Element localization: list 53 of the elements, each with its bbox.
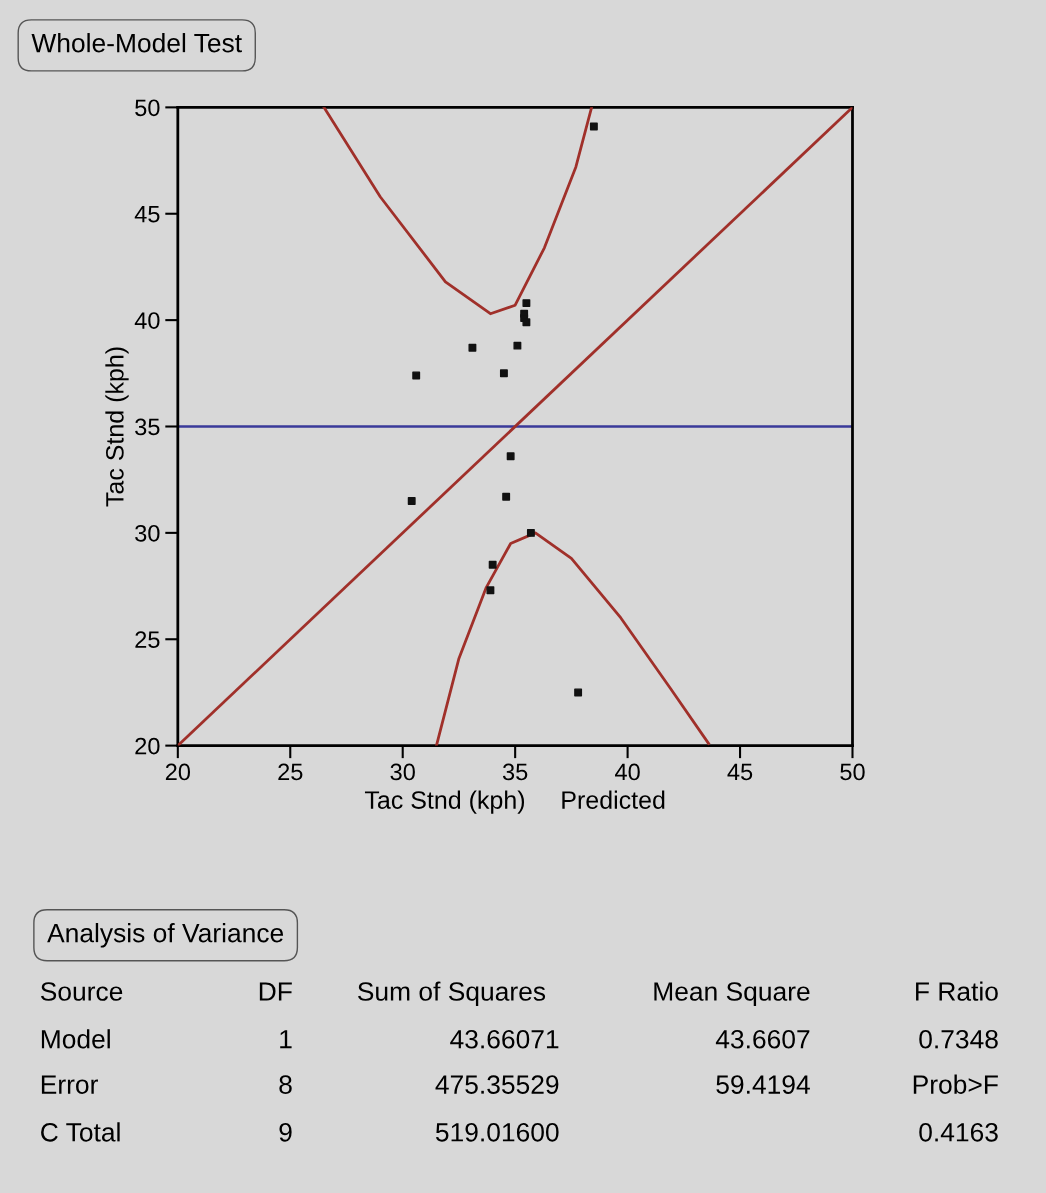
point	[502, 492, 511, 501]
text: Prob>F	[913, 1074, 998, 1094]
point	[499, 369, 508, 378]
y-tick-label: 30	[135, 524, 160, 542]
point	[412, 371, 421, 380]
text: 59.4194	[716, 1075, 810, 1094]
text: Error	[41, 1075, 98, 1094]
y-axis-title: Tac Stnd (kph)	[105, 347, 129, 507]
text: 43.6607	[715, 1029, 810, 1049]
point	[468, 343, 477, 352]
text: 0.7348	[919, 1029, 998, 1049]
text: Mean Square	[654, 982, 810, 1007]
x-tick-label: 35	[502, 763, 528, 781]
x-tick-label: 45	[727, 763, 753, 781]
text: 9	[279, 1122, 292, 1142]
point	[488, 560, 497, 569]
text: 43.66071	[450, 1029, 559, 1049]
text: 0.4163	[919, 1122, 998, 1142]
y-tick-label: 45	[134, 206, 160, 223]
point	[513, 341, 522, 350]
text: 1	[280, 1030, 292, 1049]
y-tick-label: 20	[135, 737, 160, 755]
point	[522, 318, 531, 327]
point	[589, 122, 598, 131]
chart-title: Whole-Model Test	[31, 33, 242, 53]
point	[486, 586, 495, 595]
point	[522, 299, 531, 308]
y-tick-label: 25	[135, 631, 160, 649]
x-tick-label: 30	[390, 763, 415, 781]
line-series	[322, 107, 594, 316]
y-tick-label: 35	[135, 418, 160, 436]
point	[407, 497, 416, 505]
text: 8	[279, 1075, 292, 1094]
text: 519.01600	[435, 1122, 559, 1142]
text: Model	[41, 1029, 110, 1049]
x-tick-label: 40	[615, 763, 640, 781]
y-tick-label: 50	[135, 99, 160, 117]
x-tick-label: 50	[840, 763, 865, 781]
x-axis-title: Tac Stnd (kph) Predicted	[364, 790, 665, 814]
text: F Ratio	[916, 981, 998, 1001]
text: Sum of Squares	[358, 981, 546, 1007]
y-tick-label: 40	[134, 312, 160, 329]
point	[574, 688, 583, 697]
text: Source	[40, 982, 123, 1001]
x-tick-label: 20	[165, 763, 191, 781]
point	[506, 452, 515, 461]
text: C Total	[41, 1122, 120, 1142]
line-series	[435, 531, 710, 746]
point	[526, 528, 535, 537]
text: 475.35529	[435, 1075, 559, 1094]
x-tick-label: 25	[278, 763, 303, 781]
text: Analysis of Variance	[47, 923, 284, 948]
text: DF	[259, 982, 292, 1001]
